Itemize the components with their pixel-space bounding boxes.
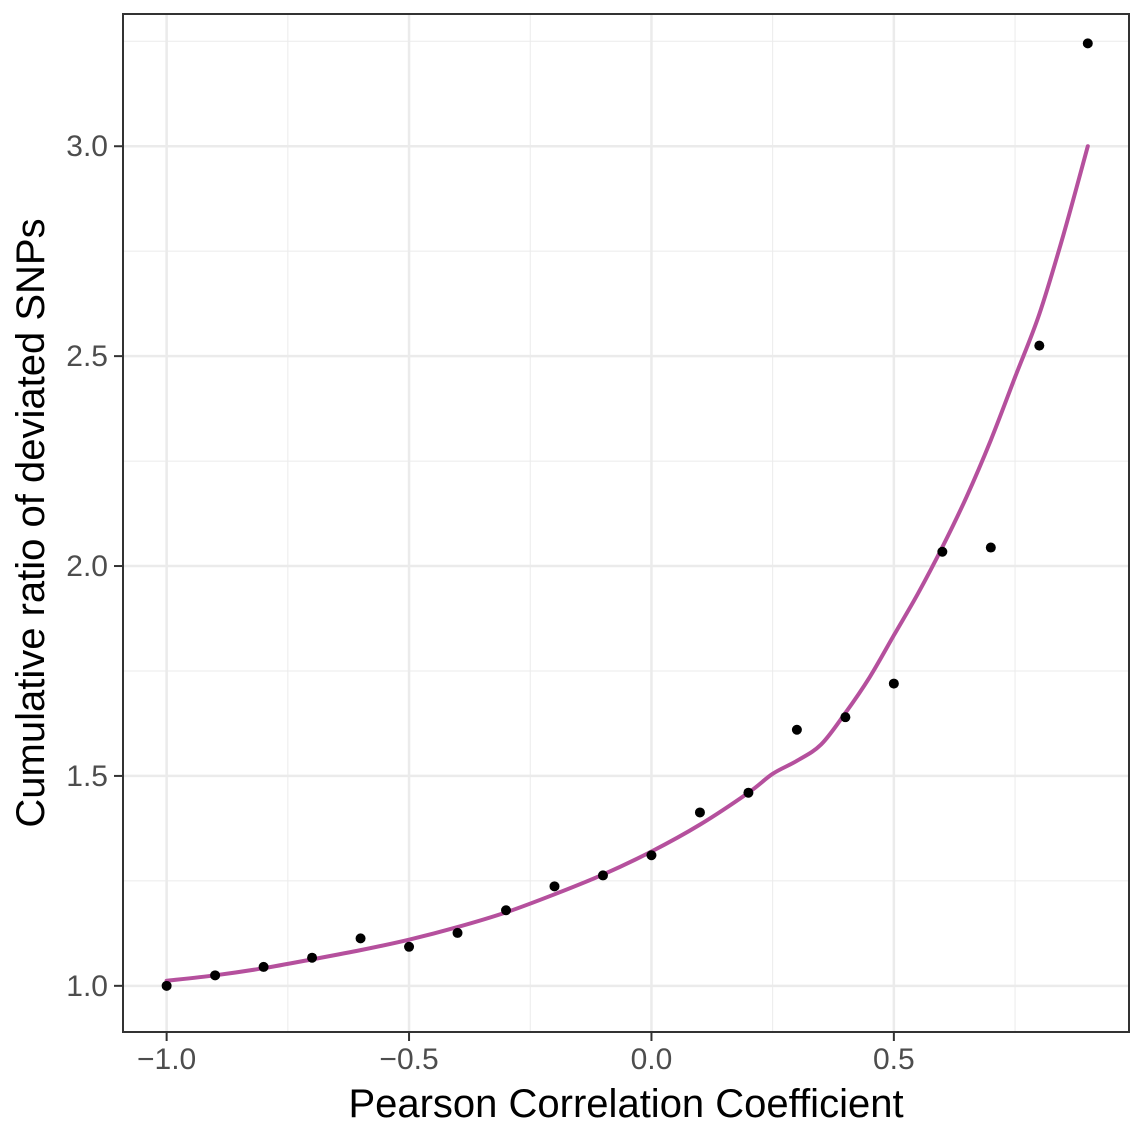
data-point	[646, 850, 657, 861]
data-point	[985, 542, 996, 553]
data-point	[597, 870, 608, 881]
data-point	[258, 961, 269, 972]
data-point	[743, 787, 754, 798]
x-tick-label: −0.5	[379, 1043, 438, 1076]
data-point	[501, 905, 512, 916]
y-axis-title: Cumulative ratio of deviated SNPs	[9, 218, 53, 827]
data-point	[694, 807, 705, 818]
fitted-curve	[164, 144, 1090, 983]
data-point	[307, 952, 318, 963]
data-point	[161, 980, 172, 991]
data-point	[1034, 340, 1045, 351]
x-tick-label: 0.5	[873, 1043, 915, 1076]
data-point	[791, 724, 802, 735]
y-tick-label: 1.0	[66, 970, 108, 1003]
y-tick-label: 3.0	[66, 130, 108, 163]
series-points-group	[161, 38, 1093, 991]
y-tick-label: 1.5	[66, 760, 108, 793]
data-point	[355, 933, 366, 944]
grid-major	[123, 14, 1129, 1032]
y-tick-label: 2.0	[66, 550, 108, 583]
plot-border	[122, 13, 1130, 1033]
x-tick-label: 0.0	[631, 1043, 673, 1076]
x-axis-title: Pearson Correlation Coefficient	[348, 1082, 903, 1126]
grid-minor	[123, 14, 1129, 1032]
x-tick-label: −1.0	[137, 1043, 196, 1076]
x-axis: −1.0 −0.5 0.0 0.5	[137, 1032, 915, 1076]
plot-background	[123, 14, 1129, 1032]
data-point	[404, 941, 415, 952]
y-tick-label: 2.5	[66, 340, 108, 373]
data-point	[888, 678, 899, 689]
data-point	[937, 546, 948, 557]
data-point	[1082, 38, 1093, 49]
series-line-group	[164, 144, 1090, 983]
data-point	[452, 927, 463, 938]
y-axis: 1.0 1.5 2.0 2.5 3.0	[66, 130, 123, 1003]
data-point	[549, 881, 560, 892]
data-point	[210, 970, 221, 981]
data-point	[840, 712, 851, 723]
